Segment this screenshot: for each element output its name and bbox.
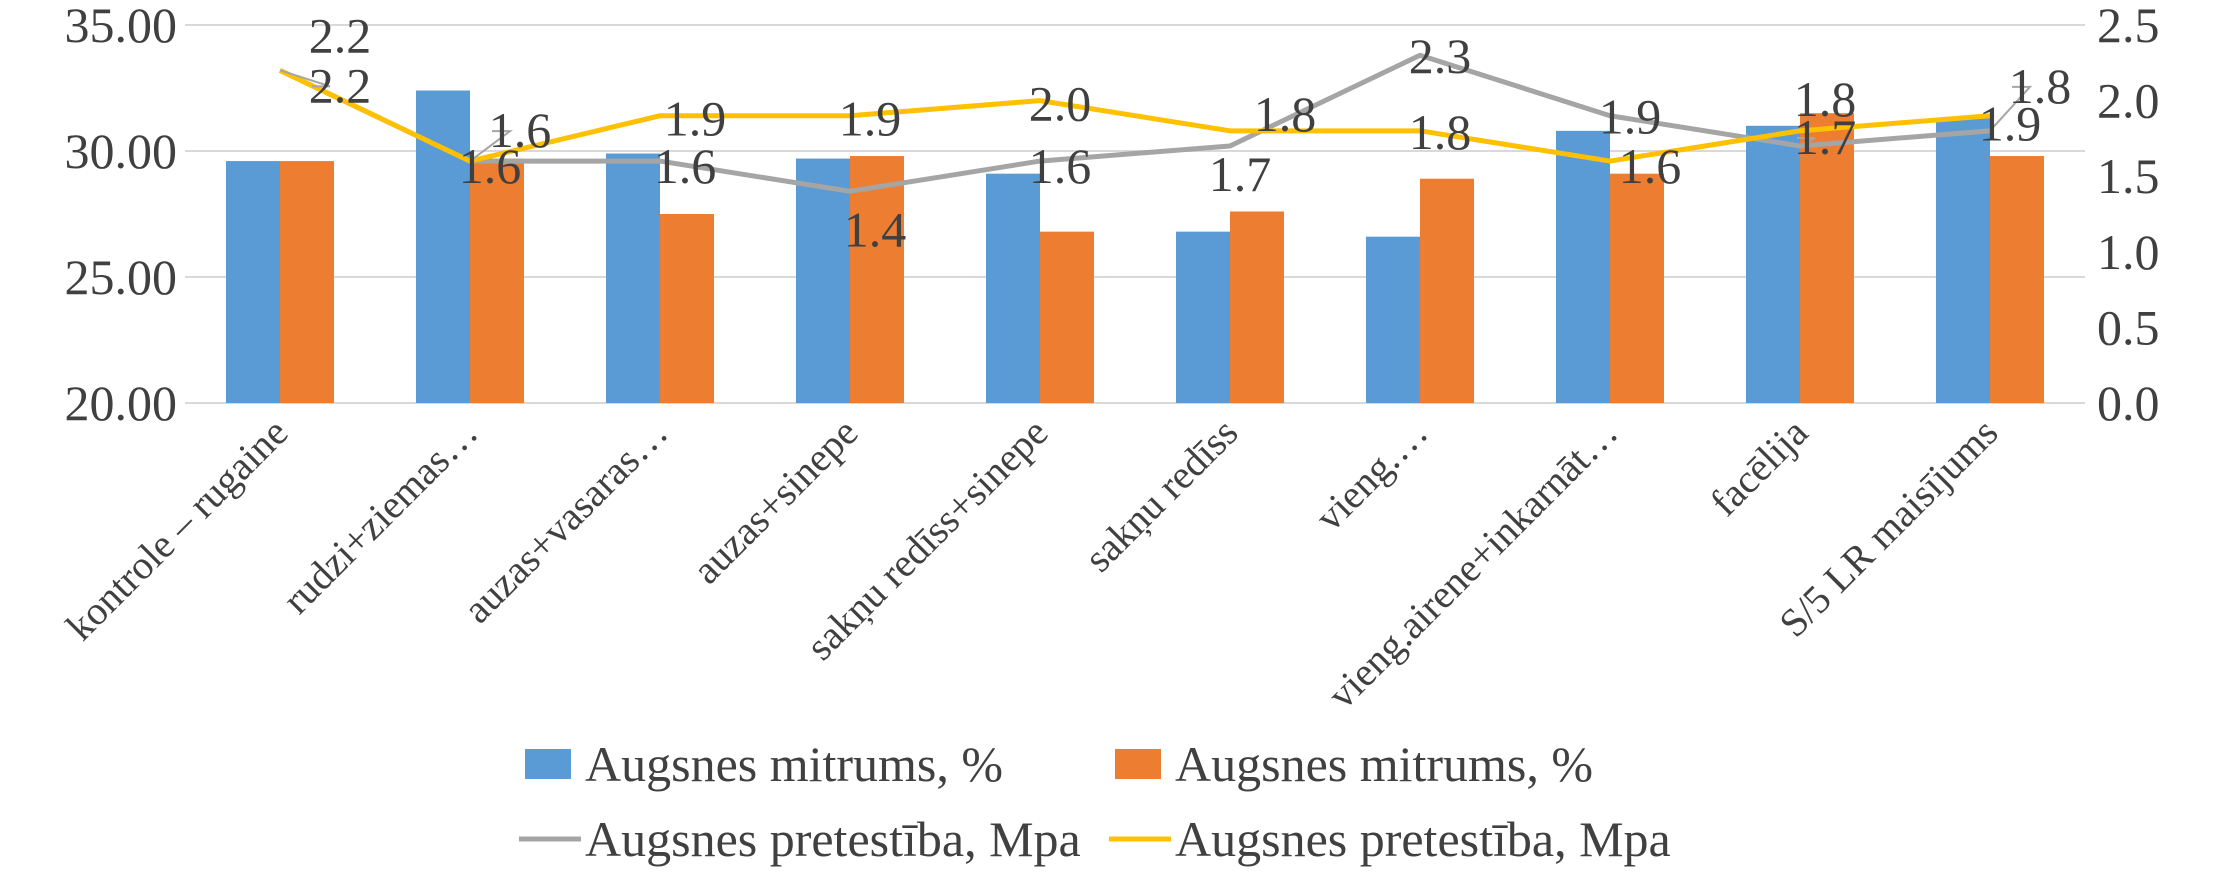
- legend-label: Augsnes pretestība, Mpa: [1175, 811, 1671, 867]
- line-series-1: [278, 52, 1991, 194]
- category-label: auzas+vasaras…: [454, 410, 676, 632]
- label-leader-lines: [279, 69, 2033, 162]
- category-label: sakņu redīss: [1075, 410, 1246, 581]
- right-tick-label: 0.5: [2097, 299, 2160, 355]
- bar-series-2: [660, 214, 714, 403]
- data-label: 1.6: [459, 138, 522, 194]
- category-label: facēlija: [1701, 409, 1816, 524]
- bar-series-2: [470, 158, 524, 403]
- bar-series-1: [606, 153, 660, 403]
- data-label: 1.4: [844, 201, 907, 257]
- left-axis-ticks: 20.00 25.00 30.00 35.00: [65, 0, 178, 431]
- bar-series-2: [1040, 231, 1094, 403]
- legend-swatch: [1115, 749, 1161, 779]
- data-label: 1.6: [1619, 138, 1682, 194]
- data-label: 1.9: [664, 91, 727, 147]
- data-label: 1.8: [2009, 58, 2072, 114]
- data-label: 1.9: [1979, 96, 2042, 152]
- left-tick-label: 20.00: [65, 375, 178, 431]
- bar-series-1: [796, 158, 850, 403]
- bar-series-2: [1610, 173, 1664, 403]
- left-tick-label: 35.00: [65, 0, 178, 53]
- bars: [226, 90, 2044, 404]
- label-leader: [1989, 85, 2033, 132]
- bar-series-2: [850, 156, 904, 403]
- category-label: vieng.…: [1306, 410, 1436, 540]
- left-tick-label: 25.00: [65, 249, 178, 305]
- legend-label: Augsnes mitrums, %: [1175, 736, 1593, 792]
- category-label: rudzi+ziemas…: [274, 410, 487, 623]
- bar-series-1: [416, 90, 470, 404]
- right-axis-ticks: 0.0 0.5 1.0 1.5 2.0 2.5: [2097, 0, 2160, 431]
- data-label: 1.9: [1599, 89, 1662, 145]
- bar-series-2: [1800, 113, 1854, 403]
- right-tick-label: 2.5: [2097, 0, 2160, 53]
- data-label: 1.8: [1794, 71, 1857, 127]
- category-label: auzas+sinepe: [684, 410, 867, 593]
- label-leader: [279, 69, 331, 88]
- bar-series-1: [226, 161, 280, 403]
- data-label: 1.7: [1209, 146, 1272, 202]
- bar-series-1: [1366, 236, 1420, 403]
- bar-series-2: [280, 161, 334, 403]
- legend-label: Augsnes mitrums, %: [585, 736, 1003, 792]
- right-tick-label: 1.5: [2097, 148, 2160, 204]
- right-tick-label: 1.0: [2097, 224, 2160, 280]
- label-leader: [1797, 136, 1816, 147]
- data-label: 2.0: [1029, 76, 1092, 132]
- category-labels: kontrole – rugainerudzi+ziemas…auzas+vas…: [57, 409, 2006, 717]
- bar-series-1: [1746, 125, 1800, 404]
- data-label: 1.7: [1794, 109, 1857, 165]
- data-labels: 2.21.61.61.41.6 1.72.31.9 1.71.82.21.61.9 1…: [309, 7, 2072, 257]
- bar-series-1: [1176, 231, 1230, 403]
- data-label: 1.6: [489, 102, 552, 158]
- data-label: 1.8: [1409, 104, 1472, 160]
- data-label: 1.6: [654, 138, 717, 194]
- right-tick-label: 0.0: [2097, 375, 2160, 431]
- right-tick-label: 2.0: [2097, 73, 2160, 129]
- bar-series-1: [986, 173, 1040, 403]
- label-leader: [469, 130, 513, 162]
- bar-series-1: [1936, 118, 1990, 404]
- lines: [278, 52, 1991, 194]
- bar-series-2: [1990, 156, 2044, 403]
- bar-series-1: [1556, 130, 1610, 403]
- legend-label: Augsnes pretestība, Mpa: [585, 811, 1081, 867]
- data-label: 2.2: [309, 57, 372, 113]
- legend-swatch: [525, 749, 571, 779]
- bar-series-2: [1230, 211, 1284, 403]
- legend: Augsnes mitrums, % Augsnes mitrums, % Augs…: [519, 736, 1671, 867]
- data-label: 2.2: [309, 7, 372, 63]
- data-label: 2.3: [1409, 28, 1472, 84]
- left-tick-label: 30.00: [65, 123, 178, 179]
- line-series-2: [278, 68, 1991, 164]
- data-label: 1.6: [1029, 138, 1092, 194]
- data-label: 1.8: [1254, 86, 1317, 142]
- data-label: 1.9: [839, 91, 902, 147]
- bar-series-2: [1420, 178, 1474, 403]
- category-label: kontrole – rugaine: [57, 410, 296, 649]
